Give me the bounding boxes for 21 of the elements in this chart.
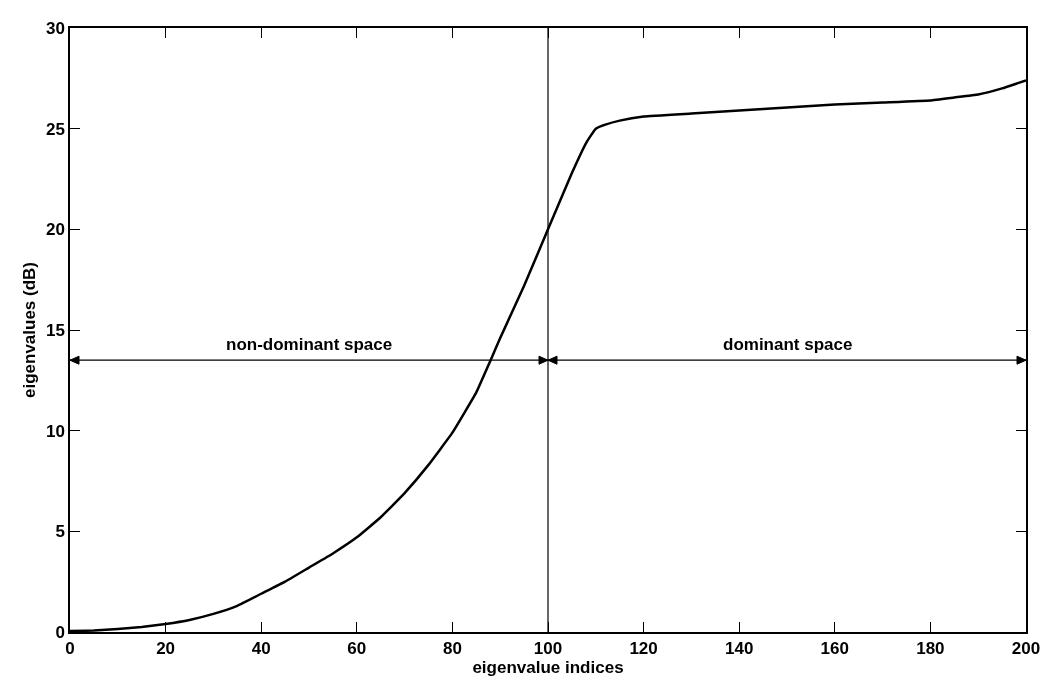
y-tick-label: 15 [45,320,65,340]
y-tick-label: 5 [55,522,65,542]
annotation: non-dominant space [226,335,393,354]
x-tick-label: 100 [533,639,563,659]
x-tick-label: 160 [820,639,849,659]
x-axis-title: eigenvalue indices [472,658,624,678]
x-tick-label: 120 [629,639,658,659]
y-tick-label: 20 [45,220,65,240]
annotation: dominant space [723,335,853,354]
y-tick-label: 10 [45,421,65,441]
y-axis-title: eigenvalues (dB) [19,261,39,399]
y-tick-label: 30 [45,18,65,38]
y-tick-label: 0 [55,622,65,642]
x-tick-label: 60 [347,639,367,659]
x-tick-label: 140 [725,639,754,659]
x-tick-label: 80 [442,639,462,659]
x-tick-label: 200 [1011,639,1041,659]
x-tick-label: 180 [916,639,945,659]
x-tick-label: 20 [156,639,176,659]
y-tick-label: 25 [45,119,65,139]
x-tick-label: 40 [251,639,271,659]
